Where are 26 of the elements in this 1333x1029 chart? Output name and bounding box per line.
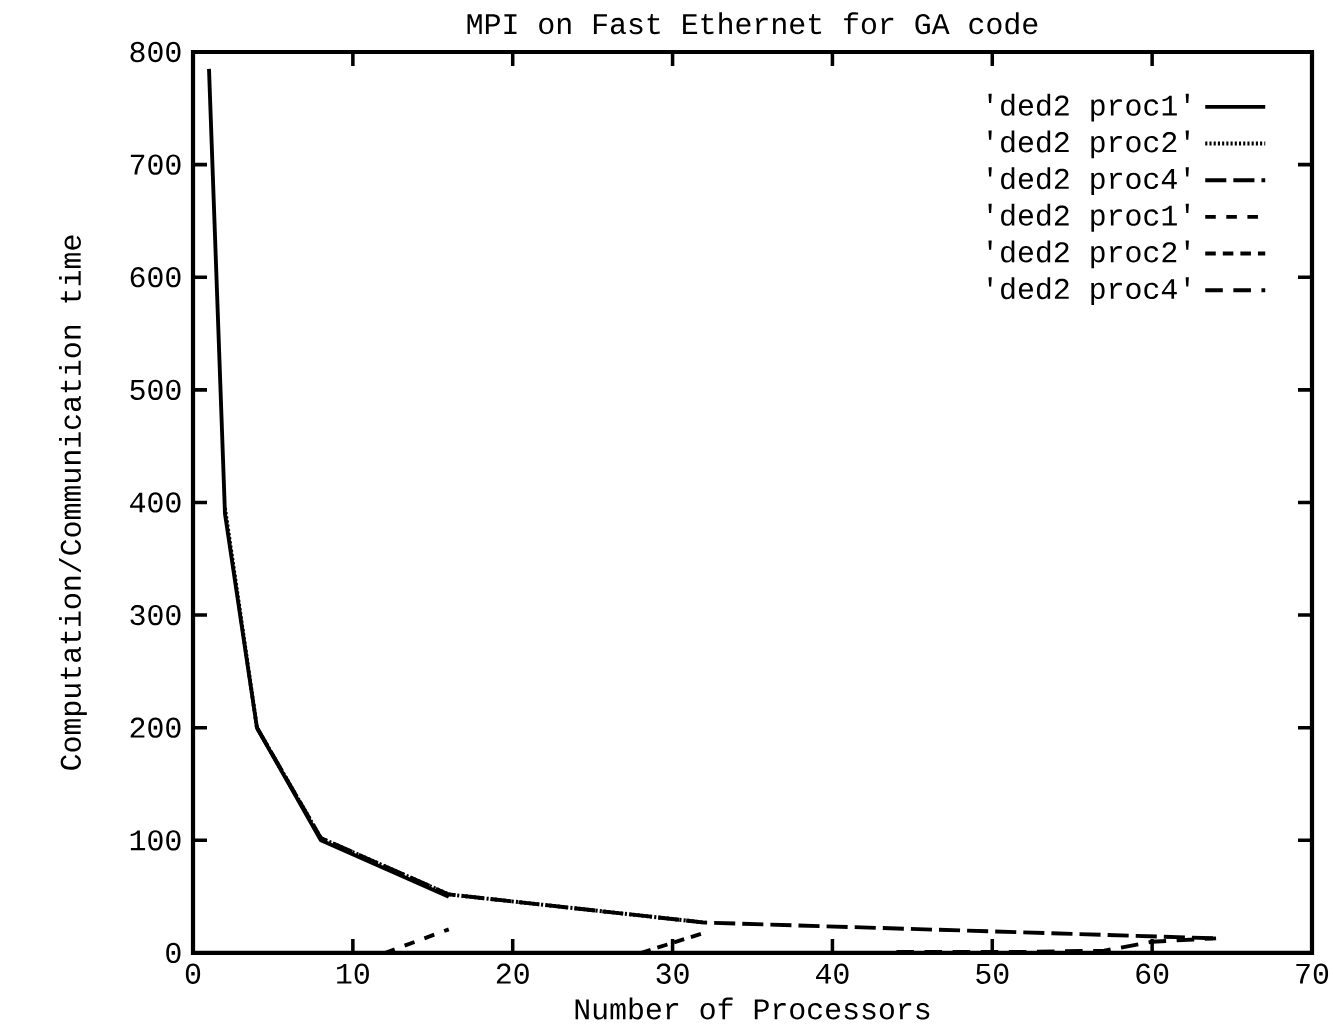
x-tick-label: 50 xyxy=(976,963,1009,984)
y-tick-label: 800 xyxy=(130,41,181,63)
legend-label: 'ded2 proc1' xyxy=(988,93,1189,122)
legend-label: 'ded2 proc4' xyxy=(988,167,1189,195)
x-tick-label: 40 xyxy=(815,963,849,984)
y-tick-label: 300 xyxy=(130,604,181,626)
y-tick-label: 100 xyxy=(130,830,181,851)
x-tick-label: 0 xyxy=(185,963,201,984)
chart-title: MPI on Fast Ethernet for GA code xyxy=(467,12,1038,35)
legend-label: 'ded2 proc1' xyxy=(988,203,1189,232)
x-tick-label: 70 xyxy=(1296,963,1329,984)
y-tick-label: 200 xyxy=(130,717,181,738)
y-tick-label: 600 xyxy=(130,267,181,288)
y-axis-title: Computation/Communication time xyxy=(59,235,87,770)
x-axis-title: Number of Processors xyxy=(575,997,930,1020)
y-tick-label: 700 xyxy=(130,154,181,175)
x-tick-label: 30 xyxy=(656,963,689,984)
y-tick-label: 400 xyxy=(130,492,181,513)
legend-label: 'ded2 proc4' xyxy=(988,277,1189,305)
legend-label: 'ded2 proc2' xyxy=(988,240,1189,269)
y-tick-label: 0 xyxy=(166,942,181,964)
x-tick-label: 10 xyxy=(337,963,369,984)
y-tick-label: 500 xyxy=(130,379,181,401)
x-tick-label: 60 xyxy=(1136,963,1169,984)
legend-label: 'ded2 proc2' xyxy=(988,130,1189,159)
x-tick-label: 20 xyxy=(496,963,529,984)
